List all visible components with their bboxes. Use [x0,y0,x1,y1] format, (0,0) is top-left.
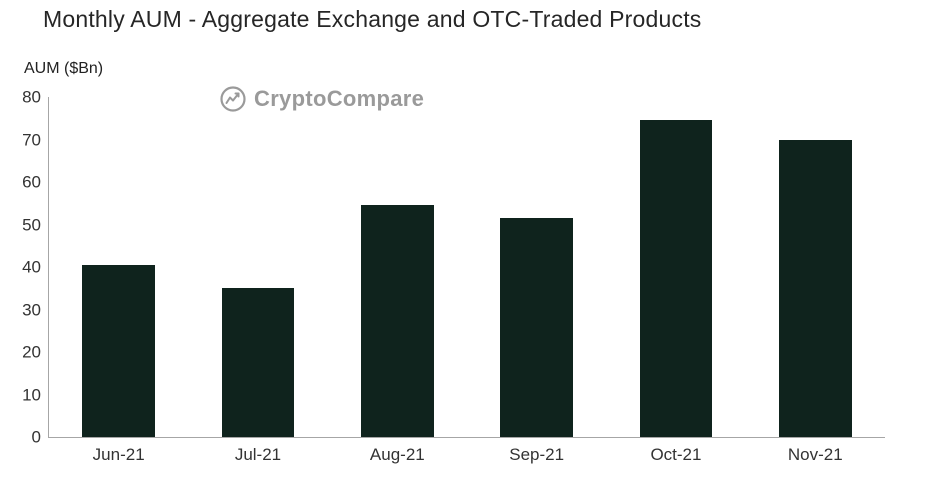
bar-slot [606,97,745,437]
bar-slot [467,97,606,437]
x-tick-label: Nov-21 [787,445,843,464]
plot-area: CryptoCompare 0 10 20 30 40 50 60 70 80 Jun-21 Ju… [22,86,885,464]
chart-title: Monthly AUM - Aggregate Exchange and OTC… [43,6,702,32]
x-tick-label: Sep-21 [509,445,565,464]
y-axis-title: AUM ($Bn) [24,60,104,77]
y-tick-label: 70 [22,130,41,149]
bar-slot [328,97,467,437]
bar-slot [188,97,327,437]
y-tick-label: 30 [22,300,41,319]
bars-container [49,97,885,437]
y-tick-label: 0 [31,427,41,447]
y-tick-label: 80 [22,87,41,107]
y-tick-label: 40 [22,257,41,277]
x-tick-label: Jun-21 [92,445,145,464]
bar-aug-21 [361,205,434,437]
bar-slot [49,97,188,437]
x-tick-label: Jul-21 [234,445,282,464]
bar-jul-21 [221,288,295,437]
bar-jun-21 [82,264,155,437]
bar-nov-21 [779,139,852,437]
watermark-label: CryptoCompare [254,86,425,111]
bar-sep-21 [500,218,573,437]
y-tick-label: 50 [22,215,41,234]
y-axis-labels: 0 10 20 30 40 50 60 70 80 [1,89,41,446]
x-axis-labels: Jun-21 Jul-21 Aug-21 Sep-21 Oct-21 Nov-21 [49,445,885,465]
cryptocompare-logo-icon [219,85,247,113]
bar-slot [746,97,885,437]
bar-oct-21 [639,120,713,437]
y-tick-label: 20 [22,342,41,362]
watermark: CryptoCompare [219,85,424,113]
y-tick-label: 60 [22,172,41,192]
y-tick-label: 10 [22,385,41,404]
x-tick-label: Oct-21 [650,445,702,464]
x-tick-label: Aug-21 [369,445,425,464]
